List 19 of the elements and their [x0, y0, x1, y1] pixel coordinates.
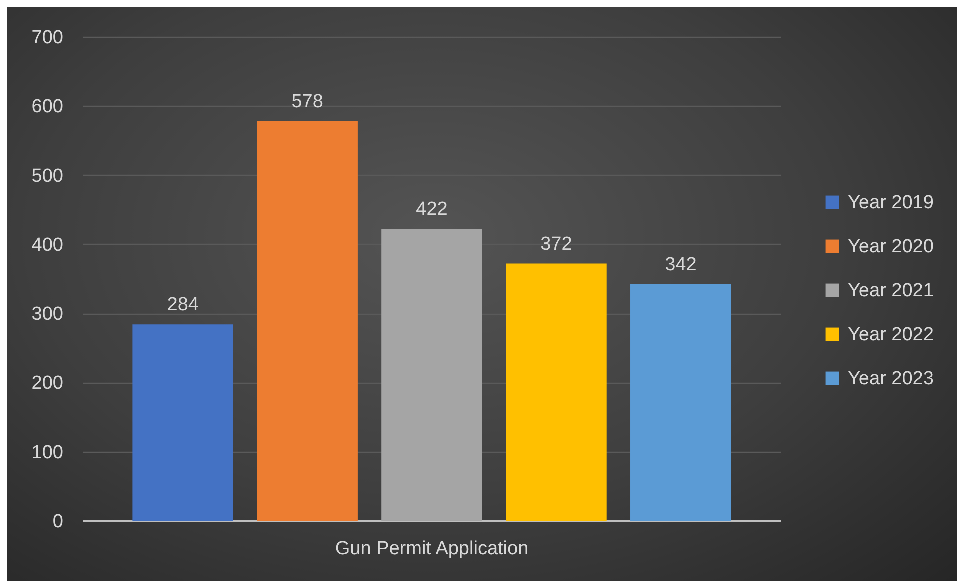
y-tick-label: 700 — [32, 28, 64, 48]
data-label: 342 — [665, 254, 697, 276]
legend-label: Year 2022 — [848, 324, 934, 346]
y-tick-label: 500 — [32, 166, 64, 187]
x-tick-label: Gun Permit Application — [335, 538, 529, 560]
data-label: 284 — [167, 294, 200, 316]
y-tick-label: 300 — [32, 304, 64, 326]
legend-label: Year 2019 — [848, 192, 934, 214]
y-tick-label: 400 — [32, 234, 64, 256]
y-tick-label: 600 — [32, 96, 64, 118]
y-tick-label: 0 — [52, 512, 64, 532]
y-tick-label: 100 — [32, 442, 64, 464]
data-label: 578 — [292, 91, 324, 112]
data-label: 372 — [540, 234, 572, 255]
y-tick-label: 200 — [32, 373, 64, 394]
data-label: 422 — [416, 199, 448, 220]
legend-label: Year 2020 — [848, 236, 934, 258]
legend-label: Year 2023 — [848, 368, 934, 390]
legend-label: Year 2021 — [848, 280, 934, 302]
